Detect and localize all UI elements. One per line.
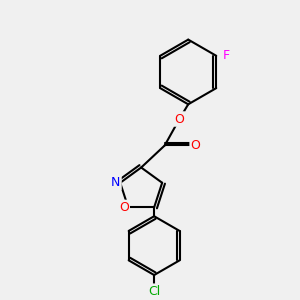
Text: O: O [119,201,129,214]
Text: N: N [111,176,121,189]
Text: O: O [190,139,200,152]
Text: O: O [175,112,184,125]
Text: F: F [223,49,230,62]
Text: Cl: Cl [148,285,160,298]
